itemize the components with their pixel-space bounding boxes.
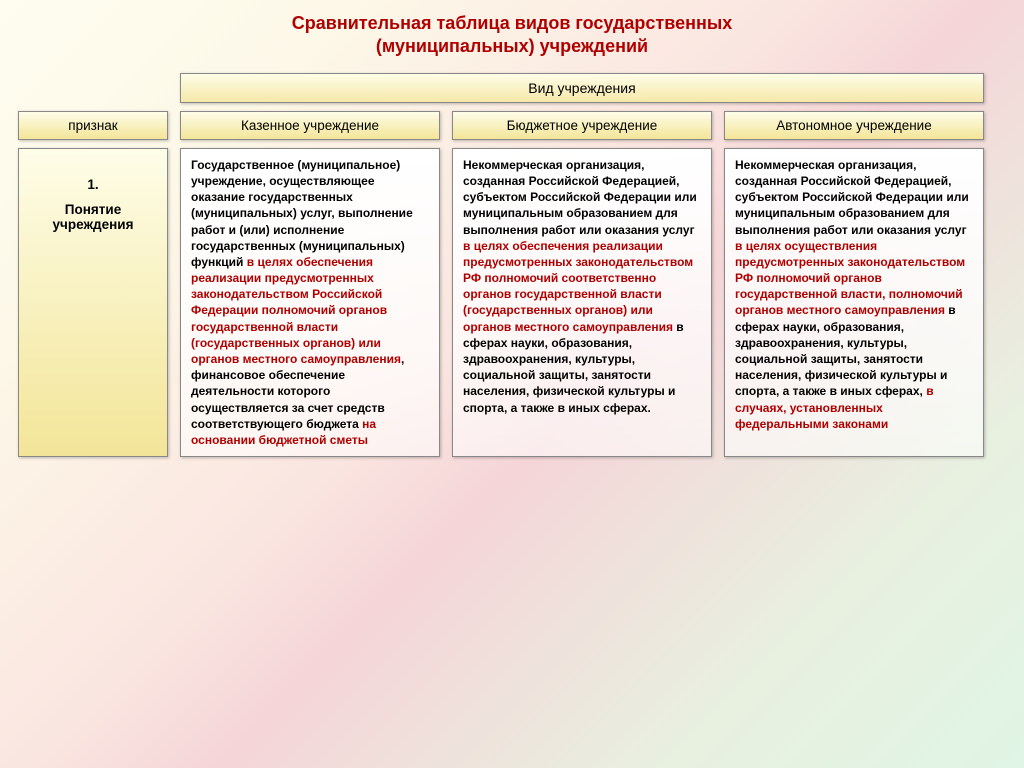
c2-r1: в целях обеспечения реализации предусмот… bbox=[463, 239, 693, 334]
col-header-1: Казенное учреждение bbox=[180, 111, 440, 140]
row-name: Понятие учреждения bbox=[25, 202, 161, 232]
row-left-cell: 1. Понятие учреждения bbox=[18, 148, 168, 457]
col-header-3: Автономное учреждение bbox=[724, 111, 984, 140]
c2-p1: Некоммерческая организация, созданная Ро… bbox=[463, 158, 697, 237]
c1-p1: Государственное (муниципальное) учрежден… bbox=[191, 158, 413, 269]
row-label-header: признак bbox=[18, 111, 168, 140]
c1-r1: в целях обеспечения реализации предусмот… bbox=[191, 255, 401, 366]
c3-p2: в сферах науки, образования, здравоохран… bbox=[735, 303, 956, 398]
top-header: Вид учреждения bbox=[180, 73, 984, 103]
title-line-2: (муниципальных) учреждений bbox=[376, 36, 648, 56]
spacer-top-left bbox=[18, 73, 168, 103]
page-title: Сравнительная таблица видов государствен… bbox=[18, 12, 1006, 59]
row-number: 1. bbox=[25, 177, 161, 192]
col-header-2: Бюджетное учреждение bbox=[452, 111, 712, 140]
title-line-1: Сравнительная таблица видов государствен… bbox=[292, 13, 732, 33]
comparison-grid: Вид учреждения признак Казенное учрежден… bbox=[18, 73, 1006, 457]
c3-p1: Некоммерческая организация, созданная Ро… bbox=[735, 158, 969, 237]
cell-col3: Некоммерческая организация, созданная Ро… bbox=[724, 148, 984, 457]
c3-r1: в целях осуществления предусмотренных за… bbox=[735, 239, 965, 318]
cell-col2: Некоммерческая организация, созданная Ро… bbox=[452, 148, 712, 457]
cell-col1: Государственное (муниципальное) учрежден… bbox=[180, 148, 440, 457]
